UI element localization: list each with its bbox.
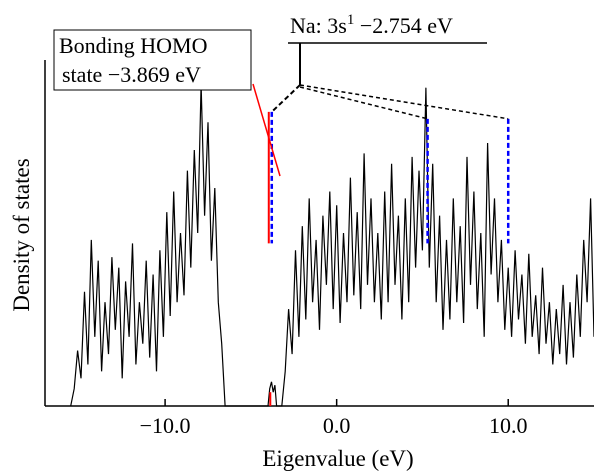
dos-series-line [70, 84, 594, 407]
homo-annotation-line1: Bonding HOMO [59, 33, 208, 58]
x-axis-title: Eigenvalue (eV) [262, 446, 413, 471]
na-annotation-energy: −2.754 eV [354, 13, 453, 38]
y-axis-title: Density of states [9, 158, 34, 311]
eigenvalue-markers [267, 84, 510, 406]
homo-annotation-line2: state −3.869 eV [62, 62, 201, 87]
x-tick-label: 10.0 [489, 413, 528, 438]
na-connector-right [299, 84, 509, 120]
na-connector-right [299, 86, 428, 120]
x-tick-label: 0.0 [323, 413, 351, 438]
homo-annotation-box [53, 29, 252, 91]
na-connector-left [271, 84, 301, 113]
na-annotation-sup: 1 [347, 12, 355, 28]
na-annotation: Na: 3s1 −2.754 eV [290, 12, 453, 38]
x-tick-group: −10.0 0.0 10.0 [140, 399, 528, 438]
homo-pointer-line [252, 83, 281, 177]
x-tick-label: −10.0 [140, 413, 191, 438]
